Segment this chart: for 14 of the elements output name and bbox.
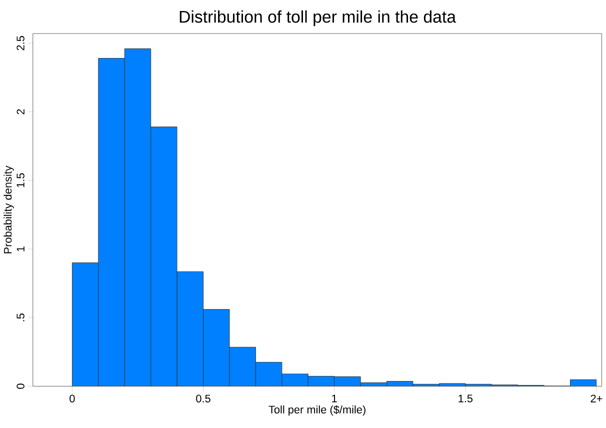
- y-tick-label: 0: [16, 383, 24, 389]
- y-tick-label: 2.5: [16, 36, 24, 50]
- chart-title: Distribution of toll per mile in the data: [180, 10, 456, 26]
- y-tick-label: 1.5: [16, 173, 24, 187]
- x-tick-label: 0.5: [196, 394, 210, 402]
- x-tick-label: 1: [332, 394, 337, 402]
- y-axis-title: Probability density: [4, 165, 14, 254]
- x-tick-label: 1.5: [458, 394, 473, 402]
- y-tick-label: .5: [16, 313, 24, 321]
- y-tick-label: 1: [16, 246, 24, 252]
- x-tick-label: 2+: [590, 394, 602, 402]
- x-axis-title: Toll per mile ($/mile): [268, 405, 366, 416]
- y-tick-label: 2: [16, 109, 24, 114]
- x-tick-label: 0: [70, 394, 75, 402]
